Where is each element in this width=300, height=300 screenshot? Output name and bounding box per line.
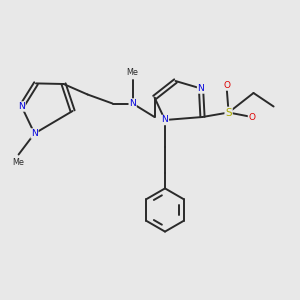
Text: N: N [31, 129, 38, 138]
Text: N: N [162, 116, 168, 124]
Text: O: O [223, 81, 230, 90]
Text: Me: Me [127, 68, 139, 77]
Text: N: N [129, 99, 136, 108]
Text: N: N [198, 84, 204, 93]
Text: Me: Me [12, 158, 24, 167]
Text: S: S [225, 107, 232, 118]
Text: O: O [248, 112, 256, 122]
Text: N: N [18, 102, 25, 111]
